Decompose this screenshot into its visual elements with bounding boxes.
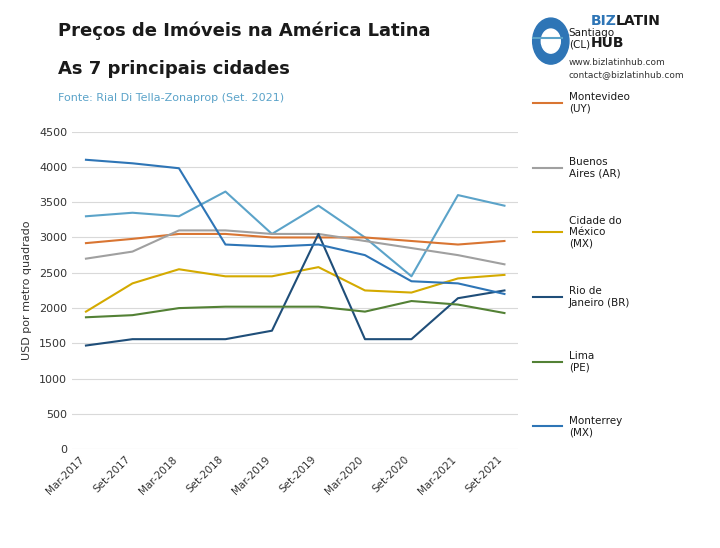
Text: As 7 principais cidades: As 7 principais cidades	[58, 60, 289, 78]
Text: Buenos
Aires (AR): Buenos Aires (AR)	[569, 157, 621, 179]
Circle shape	[541, 29, 560, 53]
Text: Preços de Imóveis na América Latina: Preços de Imóveis na América Latina	[58, 22, 430, 41]
Text: Cidade do
México
(MX): Cidade do México (MX)	[569, 216, 621, 249]
Text: Rio de
Janeiro (BR): Rio de Janeiro (BR)	[569, 286, 630, 308]
Text: Lima
(PE): Lima (PE)	[569, 351, 594, 373]
Text: contact@bizlatinhub.com: contact@bizlatinhub.com	[569, 70, 685, 79]
Circle shape	[533, 18, 569, 64]
Text: Fonte: Rial Di Tella-Zonaprop (Set. 2021): Fonte: Rial Di Tella-Zonaprop (Set. 2021…	[58, 93, 284, 103]
Y-axis label: USD por metro quadrado: USD por metro quadrado	[22, 221, 32, 360]
Text: Montevideo
(UY): Montevideo (UY)	[569, 92, 630, 114]
Text: HUB: HUB	[590, 36, 624, 50]
Text: LATIN: LATIN	[616, 14, 660, 28]
Text: www.bizlatinhub.com: www.bizlatinhub.com	[569, 58, 665, 66]
Text: Santiago
(CL): Santiago (CL)	[569, 27, 615, 49]
Text: Monterrey
(MX): Monterrey (MX)	[569, 415, 622, 437]
Text: BIZ: BIZ	[590, 14, 616, 28]
